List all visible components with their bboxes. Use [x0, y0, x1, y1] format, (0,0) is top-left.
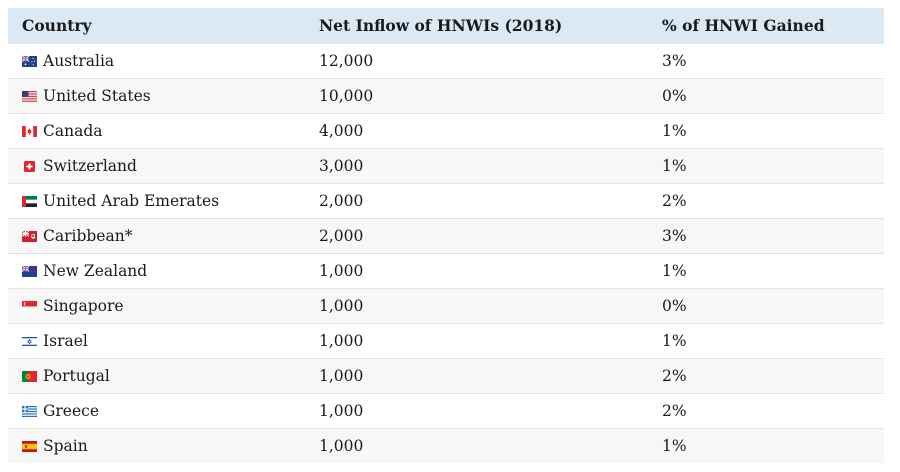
hnwi-table-container: Country Net Inflow of HNWIs (2018) % of … — [8, 8, 884, 463]
percent-gained-cell: 2% — [648, 183, 884, 219]
net-inflow-cell: 1,000 — [305, 288, 648, 324]
net-inflow-cell: 1,000 — [305, 428, 648, 463]
percent-gained-cell: 1% — [648, 113, 884, 149]
table-row: Portugal 1,000 2% — [8, 358, 884, 394]
switzerland-flag-icon — [22, 160, 37, 172]
country-cell: Spain — [8, 428, 305, 463]
table-row: Switzerland 3,000 1% — [8, 148, 884, 184]
country-cell-content: Australia — [22, 52, 305, 70]
portugal-flag-icon — [22, 370, 37, 382]
country-name-australia: Australia — [43, 52, 115, 70]
table-header-row: Country Net Inflow of HNWIs (2018) % of … — [8, 8, 884, 44]
country-name-greece: Greece — [43, 402, 99, 420]
table-row: Canada 4,000 1% — [8, 113, 884, 149]
net-inflow-cell: 1,000 — [305, 358, 648, 394]
uae-flag-icon — [22, 195, 37, 207]
country-cell: Israel — [8, 323, 305, 359]
country-cell: Portugal — [8, 358, 305, 394]
new-zealand-flag-icon — [22, 265, 37, 277]
net-inflow-cell: 10,000 — [305, 78, 648, 114]
net-inflow-cell: 2,000 — [305, 218, 648, 254]
country-cell: Canada — [8, 113, 305, 149]
country-cell-content: Portugal — [22, 367, 305, 385]
net-inflow-cell: 3,000 — [305, 148, 648, 184]
percent-gained-cell: 2% — [648, 393, 884, 429]
country-cell-content: Spain — [22, 437, 305, 455]
greece-flag-icon — [22, 405, 37, 417]
country-cell: Australia — [8, 43, 305, 79]
table-row: Israel 1,000 1% — [8, 323, 884, 359]
spain-flag-icon — [22, 440, 37, 452]
percent-gained-cell: 1% — [648, 253, 884, 289]
caribbean-flag-icon — [22, 230, 37, 242]
country-cell: Greece — [8, 393, 305, 429]
percent-gained-cell: 0% — [648, 288, 884, 324]
header-net-inflow[interactable]: Net Inflow of HNWIs (2018) — [319, 16, 563, 35]
country-name-united-arab-emerates: United Arab Emerates — [43, 192, 220, 210]
country-cell: Singapore — [8, 288, 305, 324]
country-cell-content: Singapore — [22, 297, 305, 315]
table-row: United Arab Emerates 2,000 2% — [8, 183, 884, 219]
country-name-new-zealand: New Zealand — [43, 262, 148, 280]
country-cell-content: New Zealand — [22, 262, 305, 280]
israel-flag-icon — [22, 335, 37, 347]
table-row: Greece 1,000 2% — [8, 393, 884, 429]
country-name-portugal: Portugal — [43, 367, 110, 385]
country-cell-content: United States — [22, 87, 305, 105]
header-percent-gained[interactable]: % of HNWI Gained — [662, 16, 825, 35]
net-inflow-cell: 4,000 — [305, 113, 648, 149]
country-cell: New Zealand — [8, 253, 305, 289]
hnwi-inflow-table: Country Net Inflow of HNWIs (2018) % of … — [8, 8, 884, 463]
country-name-singapore: Singapore — [43, 297, 124, 315]
country-cell: United Arab Emerates — [8, 183, 305, 219]
country-cell-content: Switzerland — [22, 157, 305, 175]
country-name-caribbean: Caribbean* — [43, 227, 133, 245]
percent-gained-cell: 2% — [648, 358, 884, 394]
country-cell: United States — [8, 78, 305, 114]
country-name-spain: Spain — [43, 437, 88, 455]
percent-gained-cell: 1% — [648, 428, 884, 463]
country-cell-content: Canada — [22, 122, 305, 140]
country-cell: Caribbean* — [8, 218, 305, 254]
net-inflow-cell: 2,000 — [305, 183, 648, 219]
net-inflow-cell: 1,000 — [305, 393, 648, 429]
country-name-united-states: United States — [43, 87, 151, 105]
net-inflow-cell: 1,000 — [305, 323, 648, 359]
country-cell-content: United Arab Emerates — [22, 192, 305, 210]
united-states-flag-icon — [22, 90, 37, 102]
net-inflow-cell: 12,000 — [305, 43, 648, 79]
table-row: United States 10,000 0% — [8, 78, 884, 114]
country-cell-content: Greece — [22, 402, 305, 420]
percent-gained-cell: 3% — [648, 43, 884, 79]
table-row: Caribbean* 2,000 3% — [8, 218, 884, 254]
net-inflow-cell: 1,000 — [305, 253, 648, 289]
country-name-israel: Israel — [43, 332, 88, 350]
singapore-flag-icon — [22, 300, 37, 312]
canada-flag-icon — [22, 125, 37, 137]
table-row: New Zealand 1,000 1% — [8, 253, 884, 289]
table-row: Singapore 1,000 0% — [8, 288, 884, 324]
header-country[interactable]: Country — [22, 16, 92, 35]
country-name-switzerland: Switzerland — [43, 157, 137, 175]
table-row: Spain 1,000 1% — [8, 428, 884, 463]
percent-gained-cell: 1% — [648, 323, 884, 359]
percent-gained-cell: 1% — [648, 148, 884, 184]
country-cell-content: Israel — [22, 332, 305, 350]
country-cell: Switzerland — [8, 148, 305, 184]
table-row: Australia 12,000 3% — [8, 43, 884, 79]
percent-gained-cell: 0% — [648, 78, 884, 114]
country-cell-content: Caribbean* — [22, 227, 305, 245]
country-name-canada: Canada — [43, 122, 103, 140]
australia-flag-icon — [22, 55, 37, 67]
percent-gained-cell: 3% — [648, 218, 884, 254]
